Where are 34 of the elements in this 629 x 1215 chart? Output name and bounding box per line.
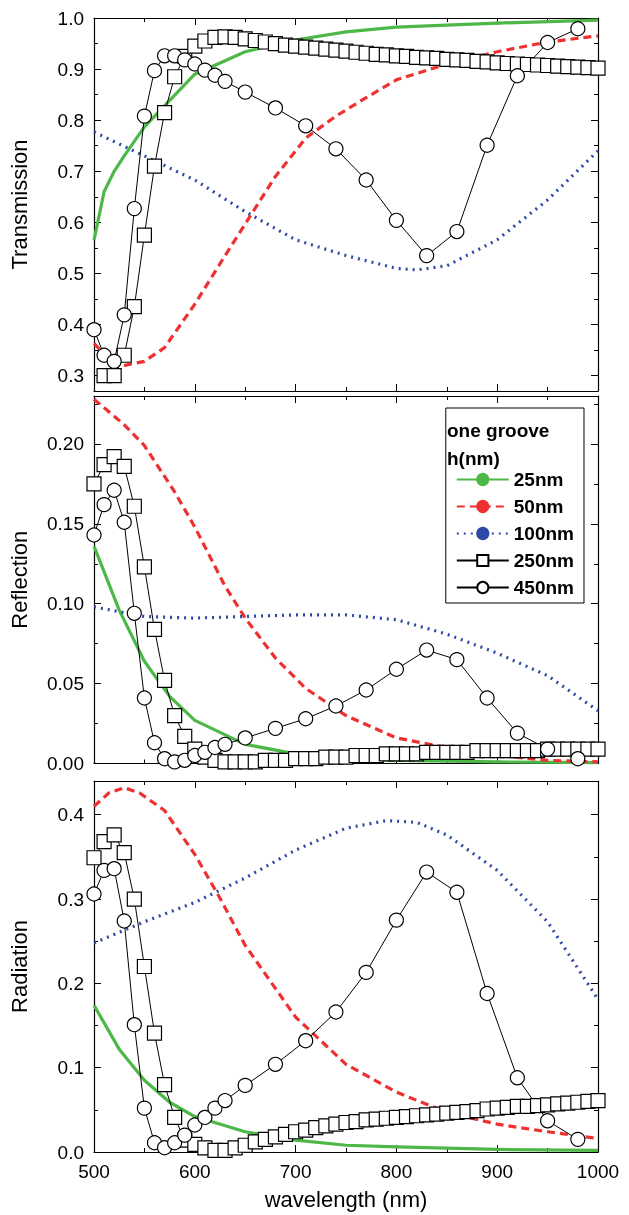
y-tick-label: 0.8 xyxy=(57,109,84,131)
x-tick-label: 600 xyxy=(178,1161,211,1182)
y-tick-label: 0.4 xyxy=(57,804,85,826)
legend-title: one groove h(nm) xyxy=(447,419,555,469)
y-tick-label: 0.1 xyxy=(57,1057,84,1079)
y-tick-label: 0.4 xyxy=(57,314,85,336)
x-tick-label: 1000 xyxy=(576,1161,620,1182)
x-tick-label: 800 xyxy=(380,1161,413,1182)
y-tick-label: 0.20 xyxy=(47,433,84,455)
y-tick-label: 0.10 xyxy=(47,593,84,615)
y-tick-label: 0.3 xyxy=(57,365,84,387)
legend-label: 450nm xyxy=(513,577,574,598)
legend-label: 100nm xyxy=(513,523,574,544)
legend-label: 250nm xyxy=(513,550,574,571)
y-tick-label: 0.3 xyxy=(57,888,84,910)
legend-label: 50nm xyxy=(513,496,564,517)
y-tick-label: 0.9 xyxy=(57,58,84,80)
y-tick-label: 1.0 xyxy=(57,7,84,29)
y-axis-title: Reflection xyxy=(6,530,32,629)
y-axis-title: Radiation xyxy=(6,920,32,1013)
x-tick-label: 900 xyxy=(481,1161,514,1182)
y-tick-label: 0.00 xyxy=(47,753,84,774)
legend-label: 25nm xyxy=(513,469,564,490)
x-axis-title: wavelength (nm) xyxy=(263,1186,428,1212)
y-tick-label: 0.0 xyxy=(57,1141,84,1163)
y-tick-label: 0.15 xyxy=(47,513,84,535)
y-tick-label: 0.05 xyxy=(47,673,84,695)
y-axis-title: Transmission xyxy=(6,139,32,270)
y-tick-label: 0.5 xyxy=(57,262,84,284)
y-tick-label: 0.2 xyxy=(57,972,84,994)
y-tick-label: 0.6 xyxy=(57,211,84,233)
y-tick-label: 0.7 xyxy=(57,160,84,182)
x-tick-label: 700 xyxy=(279,1161,312,1182)
x-tick-label: 500 xyxy=(78,1161,110,1182)
